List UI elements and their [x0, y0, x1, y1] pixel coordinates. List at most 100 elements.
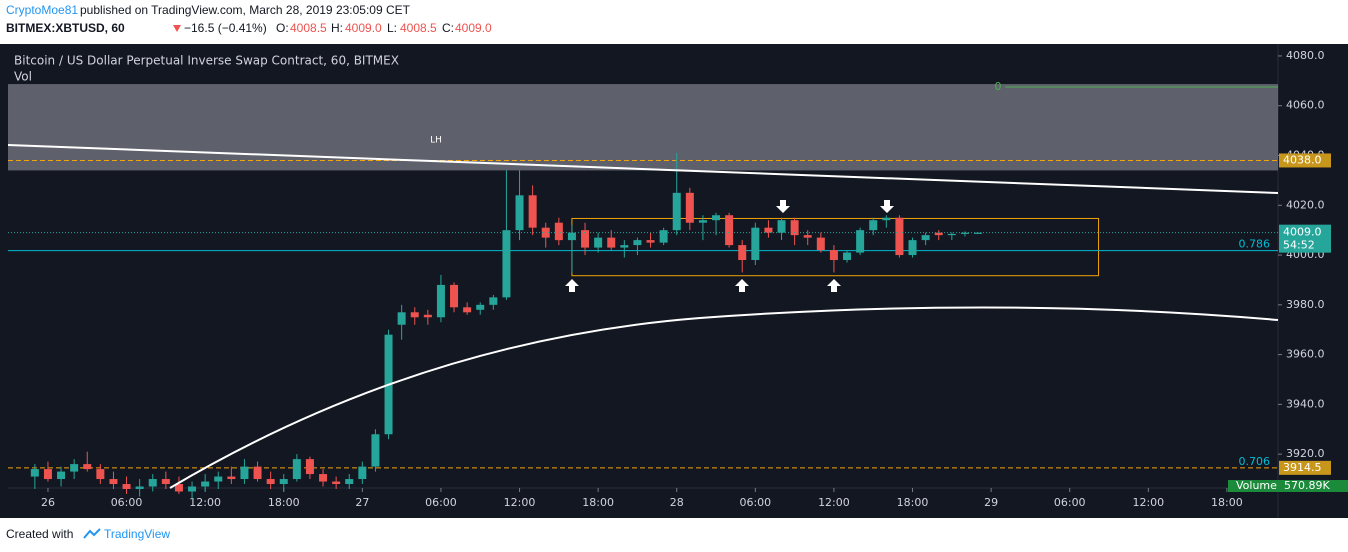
o-label: O: [276, 21, 289, 35]
candle-body [620, 245, 629, 248]
candle-body [148, 479, 157, 487]
candle-body [43, 469, 52, 480]
candle-body [960, 232, 969, 234]
price-axis-bg [1278, 44, 1348, 518]
candle-body [358, 466, 367, 480]
left-edge [0, 44, 8, 518]
candle-body [921, 235, 930, 241]
brand[interactable]: TradingView [104, 527, 170, 541]
open: 4008.5 [290, 21, 327, 35]
candle-body [174, 484, 183, 492]
candle-body [122, 484, 131, 489]
candle-body [672, 192, 681, 231]
candle-body [685, 192, 694, 223]
candle-body [764, 227, 773, 233]
candle-body [751, 227, 760, 261]
candle-body [319, 474, 328, 482]
candle-body [83, 464, 92, 470]
candle-body [882, 217, 891, 221]
y-tick-label: 4060.0 [1286, 99, 1325, 112]
candle-body [70, 464, 79, 472]
volume-tag [1228, 480, 1348, 492]
candle-body [816, 237, 825, 251]
x-tick-label: 18:00 [268, 496, 300, 509]
candle-body [633, 240, 642, 246]
candle-body [292, 459, 301, 480]
l-label: L: [387, 21, 397, 35]
y-tick-label: 3960.0 [1286, 348, 1325, 361]
down-arrow [173, 25, 181, 32]
candle-body [253, 466, 262, 480]
candle-body [109, 479, 118, 485]
candle-body [947, 233, 956, 236]
candle-body [974, 232, 983, 234]
level-tag [1279, 153, 1331, 168]
candle-body [332, 481, 341, 485]
y-tick-label: 3980.0 [1286, 298, 1325, 311]
candle-body [423, 314, 432, 318]
c-label: C: [442, 21, 454, 35]
x-tick-label: 27 [355, 496, 369, 509]
candle-body [240, 466, 249, 480]
x-tick-label: 18:00 [582, 496, 614, 509]
countdown: 54:52 [1283, 239, 1315, 252]
y-tick-label: 3940.0 [1286, 397, 1325, 410]
fib-label: 0.786 [1239, 238, 1271, 251]
candle-body [410, 312, 419, 318]
fib-label: 0.706 [1239, 455, 1271, 468]
volume-name: Volume [1236, 479, 1277, 492]
last-price-tag [1279, 224, 1331, 253]
x-tick-label: 18:00 [897, 496, 929, 509]
subtitle: Vol [14, 70, 32, 84]
candle-body [698, 220, 707, 223]
close: 4009.0 [455, 21, 492, 35]
candle-body [96, 469, 105, 480]
candle-body [567, 232, 576, 241]
candle-body [463, 307, 472, 313]
candle-body [502, 230, 511, 298]
candle-body [345, 479, 354, 485]
candle-body [489, 297, 498, 305]
candle-body [829, 250, 838, 261]
high: 4009.0 [345, 21, 382, 35]
candle-body [646, 240, 655, 243]
x-tick-label: 29 [984, 496, 998, 509]
candle-body [725, 215, 734, 246]
fib-label: 0 [995, 80, 1002, 93]
curve [169, 306, 1279, 489]
change: −16.5 (−0.41%) [184, 21, 267, 35]
candle-body [607, 237, 616, 248]
author[interactable]: CryptoMoe81 [6, 3, 78, 17]
arrows [565, 200, 894, 292]
candle-body [161, 479, 170, 485]
x-tick-label: 28 [670, 496, 684, 509]
annotation: LH [430, 136, 442, 146]
candle-body [803, 235, 812, 238]
x-tick-label: 06:00 [739, 496, 771, 509]
candle-body [371, 434, 380, 467]
x-tick-label: 18:00 [1211, 496, 1243, 509]
candle-body [397, 312, 406, 325]
x-tick-label: 12:00 [504, 496, 536, 509]
candle-body [476, 304, 485, 310]
candle-body [279, 479, 288, 485]
candle-body [581, 230, 590, 248]
candle-body [659, 230, 668, 243]
x-tick-label: 06:00 [1054, 496, 1086, 509]
candle-body [934, 232, 943, 236]
candle-body [843, 252, 852, 261]
candle-body [790, 220, 799, 236]
candle-body [214, 476, 223, 482]
candle-body [450, 284, 459, 308]
symbol: BITMEX:XBTUSD, 60 [6, 21, 125, 35]
volume-label: 570.89K [1284, 479, 1330, 492]
x-tick-label: 12:00 [818, 496, 850, 509]
logo [83, 528, 101, 539]
candle-body [738, 245, 747, 261]
last-price-label: 4009.0 [1283, 226, 1322, 239]
x-tick-label: 06:00 [111, 496, 143, 509]
candle-body [895, 217, 904, 256]
candle-body [712, 215, 721, 221]
